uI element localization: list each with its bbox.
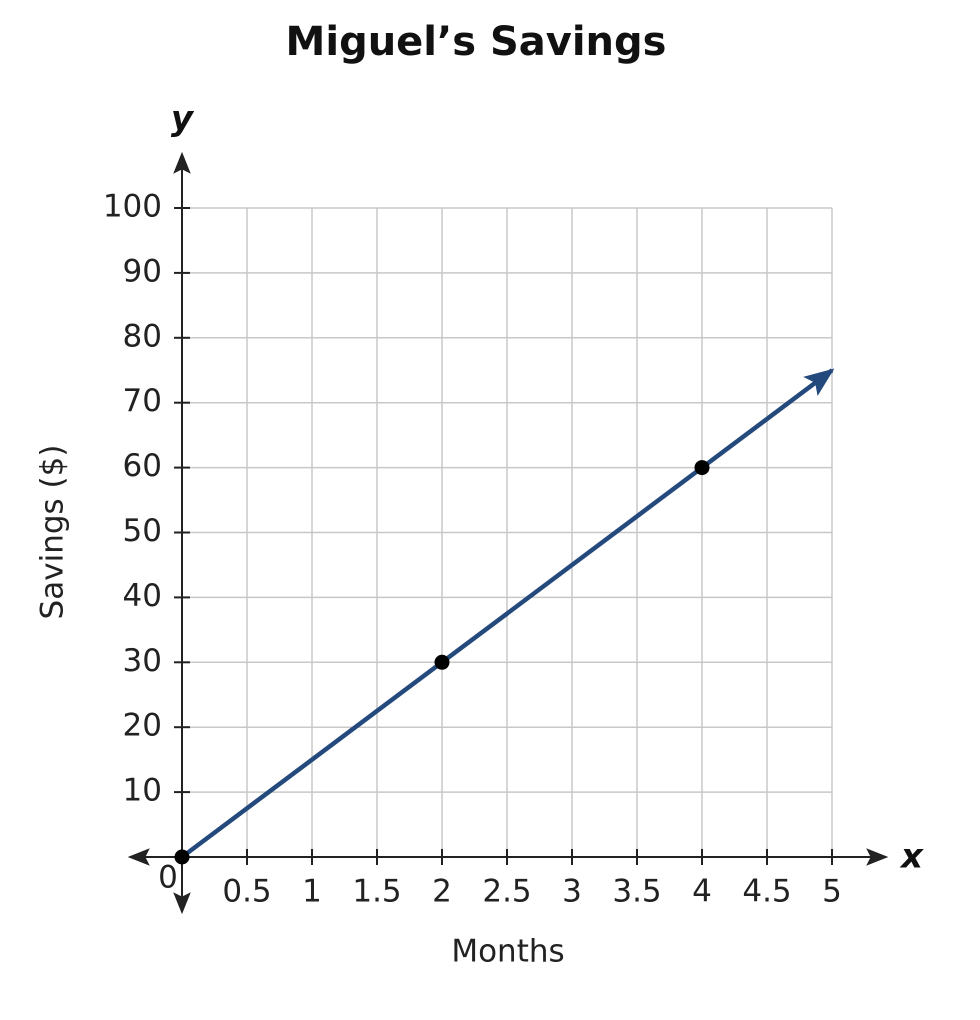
x-tick-label: 2 (432, 874, 452, 910)
x-tick-label: 3 (562, 874, 582, 910)
chart-title: Miguel’s Savings (286, 19, 667, 65)
x-tick-label: 1.5 (352, 874, 401, 910)
point (174, 849, 190, 865)
y-tick-label: 30 (123, 643, 162, 679)
x-tick-label: 4 (692, 874, 712, 910)
y-tick-label: 50 (123, 513, 162, 549)
x-tick-label: 2.5 (482, 874, 531, 910)
x-tick-label: 4.5 (742, 874, 791, 910)
grid (174, 207, 833, 865)
x-tick-label: 1 (302, 874, 322, 910)
x-axis-symbol: x (899, 837, 924, 877)
x-tick-label: 5 (822, 874, 842, 910)
y-tick-label: 10 (123, 773, 162, 809)
plot (174, 368, 835, 865)
point (434, 654, 450, 670)
x-tick-label: 3.5 (612, 874, 661, 910)
y-axis-label: Savings ($) (35, 445, 71, 620)
y-tick-label: 40 (123, 578, 162, 614)
y-tick-label: 80 (123, 318, 162, 354)
y-axis-symbol: y (171, 99, 195, 139)
x-tick-label: 0.5 (222, 874, 271, 910)
y-tick-label: 100 (103, 189, 162, 225)
x-tick-label: 0 (158, 860, 178, 896)
y-tick-label: 60 (123, 448, 162, 484)
y-tick-label: 90 (123, 253, 162, 289)
x-axis-label: Months (451, 934, 564, 970)
y-tick-label: 20 (123, 708, 162, 744)
point (694, 460, 710, 476)
line (180, 368, 835, 859)
y-tick-label: 70 (123, 383, 162, 419)
